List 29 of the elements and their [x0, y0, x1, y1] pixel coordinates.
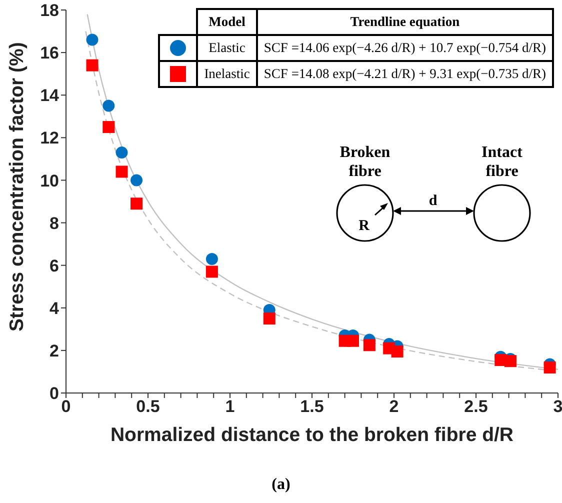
y-tick-label: 10	[40, 171, 59, 190]
x-tick-label: 2	[389, 397, 399, 416]
annotation: Trendline equation	[256, 9, 553, 35]
y-axis-title: Stress concentration factor (%)	[6, 42, 28, 332]
y-tick-label: 18	[40, 1, 59, 20]
y-tick-label: 12	[40, 128, 59, 148]
annotation: Intact fibre	[480, 143, 524, 181]
x-tick-label: 2.5	[464, 397, 488, 416]
legend-label: Inelastic	[197, 61, 257, 87]
y-tick-label: 6	[50, 256, 59, 276]
legend-title: Model	[197, 9, 257, 35]
y-tick-label: 8	[50, 214, 59, 233]
annotation: R	[358, 218, 370, 234]
y-tick-label: 0	[50, 384, 59, 404]
annotation: d	[428, 193, 438, 209]
annotation: SCF =14.06 exp(−4.26 d/R) + 10.7 exp(−0.754 d/R)	[256, 35, 553, 61]
y-tick-label: 2	[50, 341, 59, 360]
annotation: Broken fibre	[338, 143, 392, 181]
annotation: SCF =14.08 exp(−4.21 d/R) + 9.31 exp(−0.735 d/R)	[256, 61, 553, 87]
x-tick-label: 3	[553, 397, 562, 416]
legend-label: Elastic	[197, 35, 257, 61]
text: (a)	[270, 476, 292, 494]
x-tick-label: 0.5	[136, 397, 160, 416]
x-axis-title: Normalized distance to the broken fibre d/R	[110, 424, 514, 446]
y-tick-label: 16	[40, 44, 59, 63]
x-tick-label: 1	[225, 397, 235, 416]
x-tick-label: 1.5	[300, 397, 324, 416]
y-tick-label: 4	[50, 298, 60, 318]
y-tick-label: 14	[40, 86, 60, 106]
